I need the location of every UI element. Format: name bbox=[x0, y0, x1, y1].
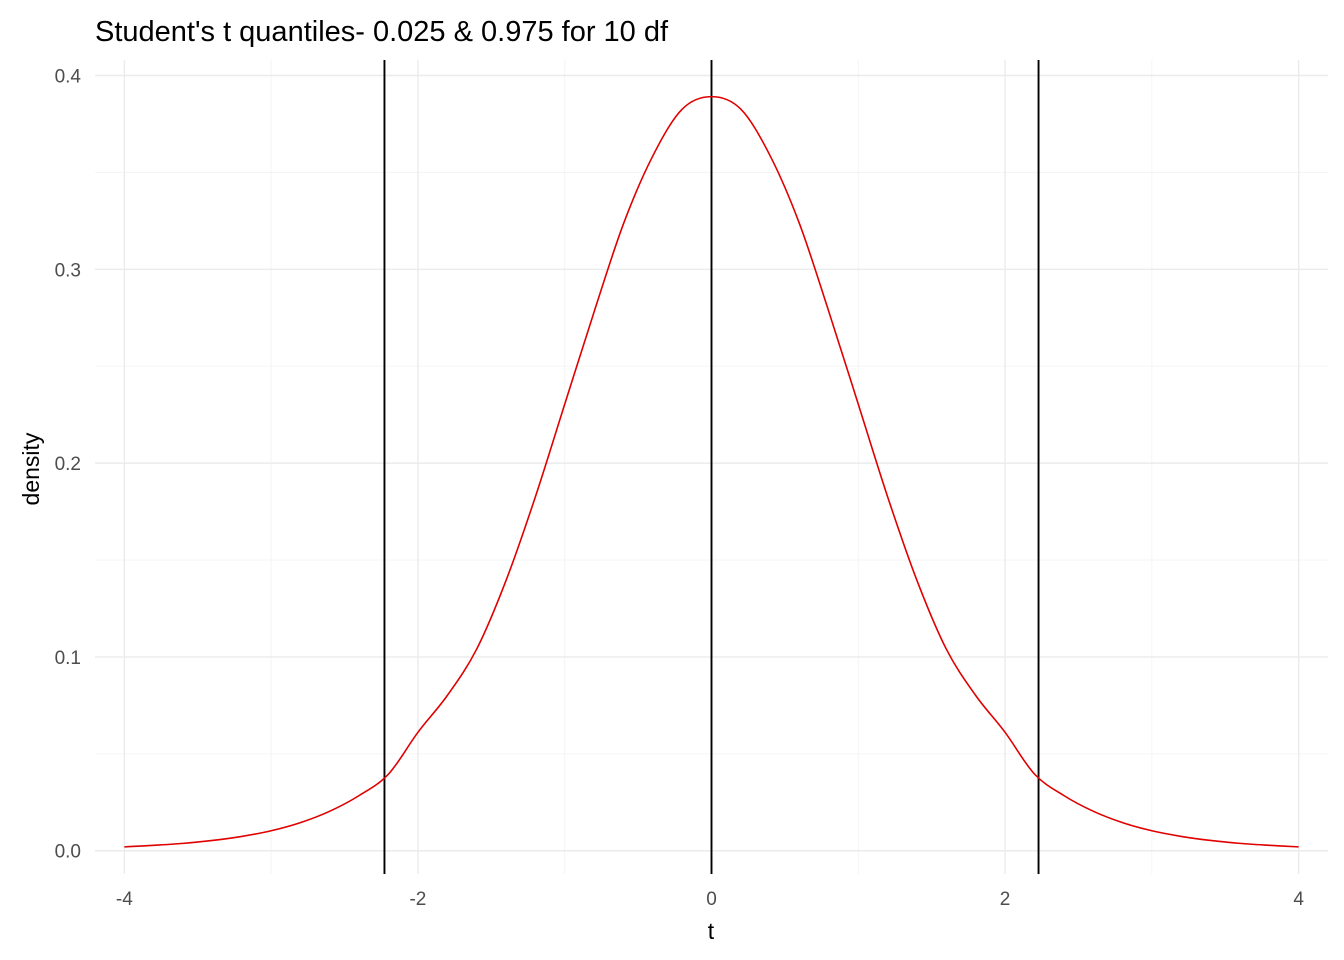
x-tick-label: -4 bbox=[116, 889, 133, 910]
y-tick-label: 0.0 bbox=[55, 842, 81, 863]
x-axis-title: t bbox=[708, 918, 715, 944]
y-tick-label: 0.4 bbox=[55, 67, 82, 88]
density-curve bbox=[124, 95, 1299, 848]
x-tick-label: 4 bbox=[1293, 889, 1304, 910]
chart-title: Student's t quantiles- 0.025 & 0.975 for… bbox=[95, 16, 669, 48]
y-tick-label: 0.2 bbox=[55, 454, 81, 475]
x-tick-label: -2 bbox=[409, 889, 426, 910]
reference-lines bbox=[383, 60, 1040, 874]
series-layer bbox=[124, 95, 1299, 848]
x-tick-label: 0 bbox=[706, 889, 717, 910]
x-tick-label: 2 bbox=[1000, 889, 1011, 910]
y-tick-label: 0.3 bbox=[55, 260, 81, 281]
y-axis-title: density bbox=[18, 432, 44, 505]
y-axis-ticks: 0.0 0.1 0.2 0.3 0.4 bbox=[55, 67, 82, 863]
y-tick-label: 0.1 bbox=[55, 648, 81, 669]
x-axis-ticks: -4 -2 0 2 4 bbox=[116, 889, 1304, 910]
